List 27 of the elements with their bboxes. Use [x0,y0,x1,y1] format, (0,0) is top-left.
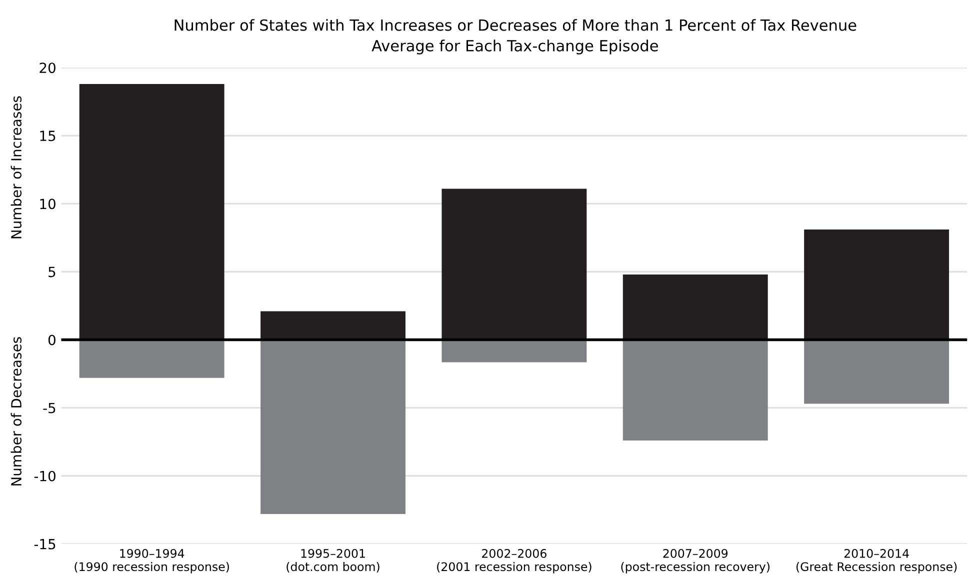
y-tick-label: 5 [48,266,56,278]
chart-title: Number of States with Tax Increases or Decreases of More than 1 Percent of Tax Revenue [174,19,856,31]
x-tick-label: 2002–2006 (2001 recession response) [437,548,592,574]
text: Number of Decreases [10,337,22,486]
bar [260,340,406,514]
x-tick-label: 2010–2014 (Great Recession response) [796,548,957,574]
y-axis-title: Number of Increases [10,96,22,238]
y-tick-label: 0 [48,334,56,346]
y-tick-label: -15 [34,539,56,550]
bar [442,340,587,362]
y-tick-label: 10 [40,198,56,210]
bar [622,274,768,340]
y-tick-label: -10 [34,470,56,482]
bar [79,340,224,378]
bar [804,230,950,340]
x-tick-label: 1990–1994 (1990 recession response) [74,548,229,574]
bar [804,340,950,404]
bar [260,311,406,340]
bar [622,340,768,440]
y-tick-label: -5 [43,402,56,414]
x-tick-label: 2007–2009 (post-recession recovery) [621,548,770,574]
chart-subtitle: Average for Each Tax-change Episode [372,40,658,54]
y-tick-label: 15 [40,130,56,142]
y-tick-label: 20 [40,62,56,74]
bar [79,84,224,340]
x-tick-label: 1995–2001 (dot.com boom) [286,548,380,573]
bar [442,188,587,340]
